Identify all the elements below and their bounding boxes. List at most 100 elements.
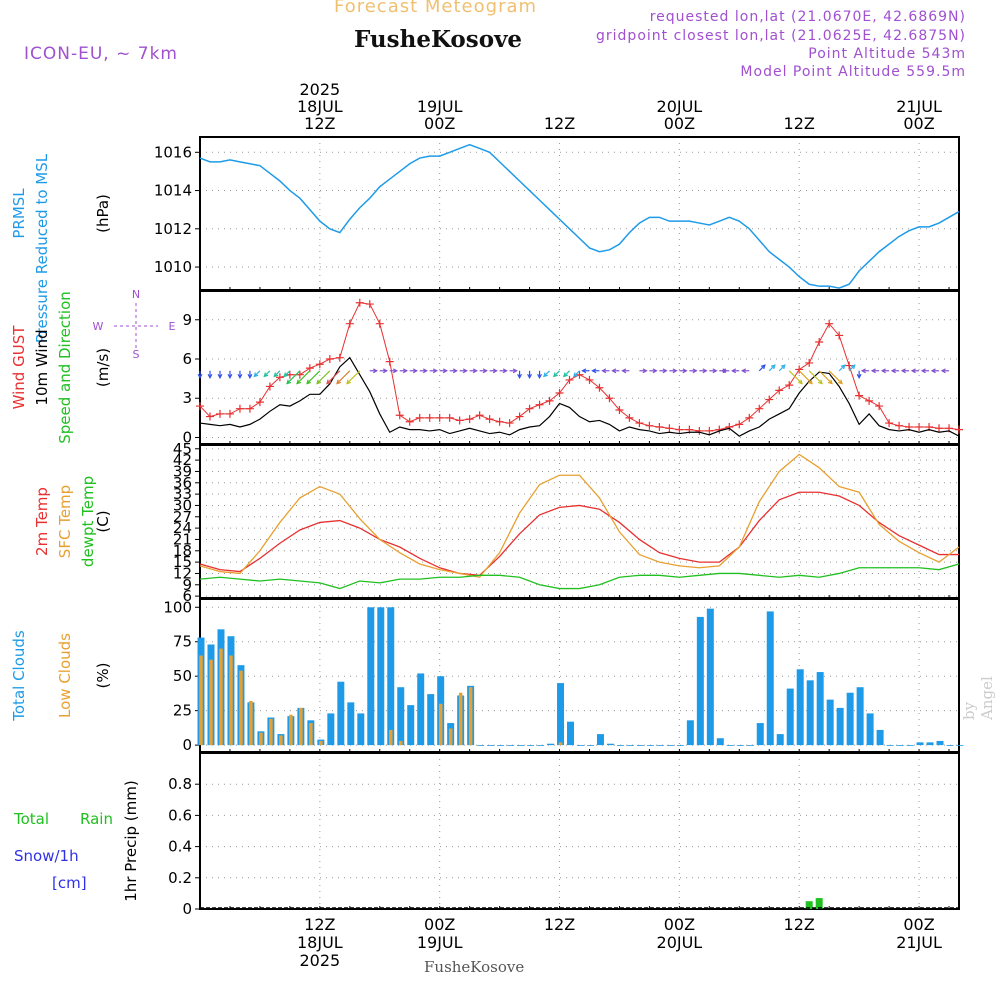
- wind-arrow: [283, 370, 291, 378]
- gridpoint-coords: gridpoint closest lon,lat (21.0625E, 42.…: [596, 28, 966, 44]
- wind-arrow: [848, 364, 856, 372]
- gust-marker: [675, 425, 684, 434]
- compass-s: S: [133, 348, 140, 361]
- wind-arrow: [553, 370, 560, 378]
- wind-arrow-head: [910, 368, 916, 374]
- gust-marker: [265, 382, 274, 391]
- rain-bar: [815, 898, 823, 909]
- point-altitude: Point Altitude 543m: [808, 46, 966, 62]
- gust-marker: [865, 396, 874, 405]
- gust-marker: [765, 395, 774, 404]
- wind-arrow-shaft: [838, 364, 846, 372]
- wind-arrow-head: [273, 372, 279, 378]
- total-cloud-bar: [507, 745, 515, 746]
- total-cloud-bar: [756, 723, 764, 746]
- wind-arrow-head: [770, 364, 776, 370]
- wind-arrow: [286, 370, 301, 385]
- total-cloud-bar: [407, 705, 415, 746]
- low-cloud-bar: [558, 742, 563, 746]
- wind-arrow: [649, 368, 658, 374]
- low-cloud-bar: [438, 703, 443, 746]
- top-time-label: 12Z: [784, 114, 815, 133]
- panel-pressure: 1010 1012 1014 1016 (hPa): [94, 136, 960, 291]
- wind-arrow: [509, 368, 518, 374]
- wind-arrow-head: [283, 372, 289, 378]
- wind-arrow: [778, 364, 786, 372]
- wind10m-line: [199, 356, 960, 437]
- gust-marker: [455, 416, 464, 425]
- gust-marker: [415, 413, 424, 422]
- gust-marker: [855, 391, 864, 400]
- total-cloud-bar: [616, 745, 624, 746]
- total-cloud-bar: [796, 669, 804, 746]
- low-cloud-bar: [249, 701, 253, 746]
- gust-marker: [835, 331, 844, 340]
- y-tick-label: 75: [173, 633, 192, 651]
- wind-arrow-head: [870, 368, 876, 374]
- wind-arrow-head: [263, 372, 269, 378]
- gust-marker: [645, 421, 654, 430]
- gust-marker: [635, 419, 644, 428]
- wind-arrow: [469, 368, 478, 374]
- low-cloud-bar: [259, 732, 263, 746]
- gust-marker: [325, 355, 334, 363]
- total-cloud-bar: [397, 687, 405, 746]
- unit-label: (m/s): [94, 348, 112, 387]
- compass-w: W: [93, 320, 104, 333]
- wind-arrow-head: [672, 368, 678, 374]
- wind-arrow-head: [452, 368, 458, 374]
- gust-marker: [825, 319, 834, 328]
- gust-label: Wind GUST: [10, 325, 28, 410]
- y-tick-label: 18: [173, 542, 192, 560]
- wind-arrow-head: [412, 368, 418, 374]
- wind-arrow-head: [930, 368, 936, 374]
- gust-marker: [215, 409, 224, 418]
- panel-wind: 0 3 6 9 (m/s): [94, 290, 960, 446]
- y-tick-label: 1010: [154, 258, 192, 276]
- gust-marker: [255, 398, 264, 407]
- wind-arrow-head: [840, 364, 846, 370]
- wind-arrow-head: [553, 372, 558, 378]
- wind-arrow: [828, 370, 843, 385]
- gust-marker: [735, 420, 744, 429]
- wind-arrow-shaft: [263, 370, 271, 377]
- y-tick-label: 0.6: [168, 806, 192, 824]
- wind-arrow-head: [880, 368, 886, 374]
- gust-marker: [465, 415, 474, 424]
- gust-marker: [545, 396, 554, 405]
- gust-marker: [225, 409, 234, 418]
- total-cloud-bar: [537, 745, 545, 746]
- wind-arrow: [389, 368, 399, 374]
- wind-arrow-head: [197, 373, 203, 380]
- y-tick-label: 0.2: [168, 869, 192, 887]
- rain-bar: [805, 901, 813, 909]
- wind-arrow: [930, 368, 940, 374]
- pressure-label: Pressure Reduced to MSL: [33, 153, 51, 343]
- wind-arrow-head: [760, 364, 766, 370]
- y-tick-label: 27: [173, 508, 192, 526]
- wind-arrow: [621, 368, 630, 374]
- wind-arrow: [563, 370, 570, 378]
- wind-arrow-head: [601, 368, 607, 374]
- wind-arrow: [910, 368, 920, 374]
- total-cloud-bar: [856, 687, 864, 746]
- wind-arrow: [527, 370, 533, 380]
- low-cloud-bar: [448, 728, 453, 746]
- wind-arrow-head: [537, 373, 542, 380]
- top-time-label: 18JUL: [297, 97, 343, 116]
- unit-label: (%): [94, 663, 112, 689]
- y-tick-label: 25: [173, 702, 192, 720]
- gust-marker: [655, 423, 664, 431]
- wind-arrow: [449, 368, 458, 374]
- total-cloud-bar: [916, 742, 924, 746]
- compass-e: E: [169, 320, 176, 333]
- low-cloud-bar: [229, 655, 233, 746]
- legend-snow-unit: [cm]: [52, 874, 87, 892]
- wind-arrow-head: [856, 373, 862, 380]
- total-cloud-bar: [497, 745, 505, 746]
- total-cloud-bar: [786, 688, 794, 746]
- wind-arrow: [689, 368, 698, 374]
- temp-line-2m: [199, 491, 959, 577]
- total-cloud-bar: [387, 607, 395, 746]
- y-tick-label: 50: [173, 667, 192, 685]
